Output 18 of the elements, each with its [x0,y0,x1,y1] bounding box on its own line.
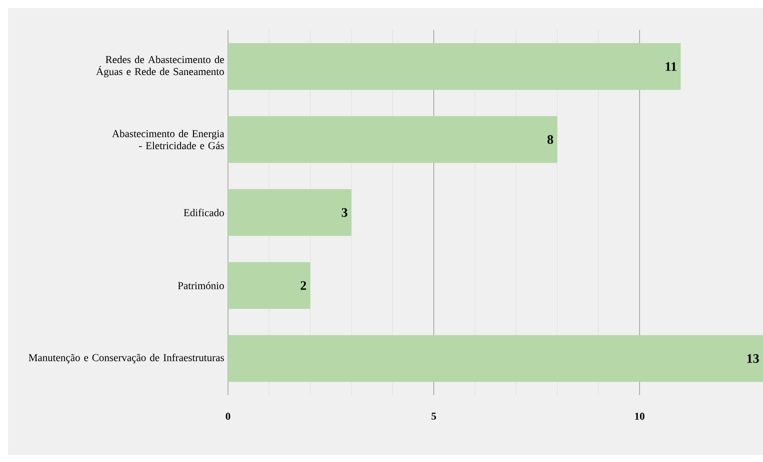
bar [228,262,310,309]
bar [228,335,763,382]
y-tick-label: Manutenção e Conservação de Infraestruturas [28,354,224,364]
x-tick-label: 0 [226,412,230,420]
bar [228,43,681,90]
bar [228,189,352,236]
bar [228,116,558,163]
data-label: 11 [666,62,676,71]
y-tick-label: Património [178,282,224,290]
y-tick-label: Abastecimento de Energia - Eletricidade e Gás [112,130,224,150]
y-tick-label: Redes de Abastecimento de Águas e Rede de Saneamento [96,56,224,78]
data-label: 3 [342,208,348,217]
data-label: 2 [300,281,306,290]
data-label: 8 [547,135,554,144]
x-tick-label: 5 [432,412,436,420]
x-tick-label: 10 [635,412,644,420]
data-label: 13 [747,354,759,363]
y-tick-label: Edificado [184,208,224,216]
